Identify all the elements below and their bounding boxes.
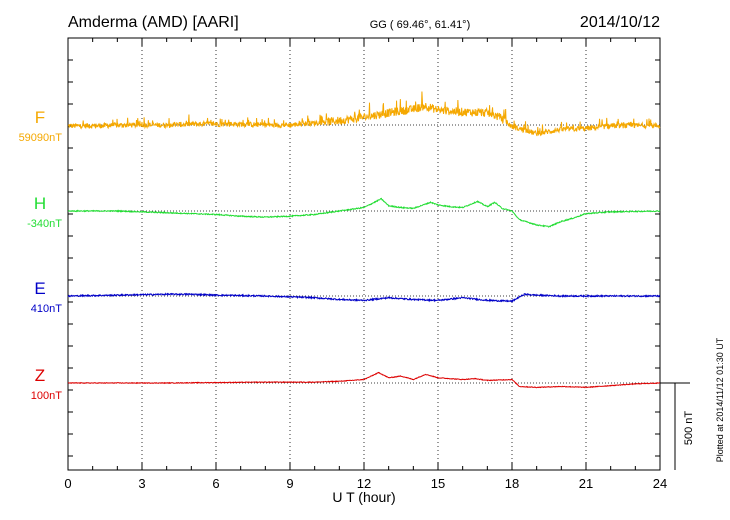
date-title: 2014/10/12	[580, 14, 660, 31]
plotted-note: Plotted at 2014/11/12 01:30 UT	[715, 337, 725, 462]
series-h-line	[67, 197, 661, 228]
series-baseline-h: -340nT	[27, 218, 62, 230]
series-labels: F 59090nT H -340nT E 410nT Z 100nT	[19, 108, 63, 402]
station-title: Amderma (AMD) [AARI]	[68, 14, 239, 31]
series-z-line	[67, 371, 661, 389]
coordinates-title: GG ( 69.46°, 61.41°)	[370, 19, 471, 31]
x-tick-label: 18	[505, 476, 519, 491]
series-layer	[67, 91, 661, 389]
x-tick-label: 21	[579, 476, 593, 491]
x-tick-label: 15	[431, 476, 445, 491]
series-name-f: F	[35, 108, 45, 127]
series-baseline-f: 59090nT	[19, 132, 63, 144]
scale-bar-label: 500 nT	[683, 411, 695, 446]
series-e-line	[67, 292, 661, 304]
x-tick-label: 6	[212, 476, 219, 491]
x-tick-label: 0	[64, 476, 71, 491]
series-name-h: H	[34, 194, 46, 213]
x-tick-label: 9	[286, 476, 293, 491]
series-f-line	[67, 91, 661, 137]
grid-lines	[68, 38, 660, 470]
series-name-e: E	[34, 279, 45, 298]
series-name-z: Z	[35, 366, 45, 385]
axis-ticks: 0 3 6 9 12 15 18 21 24	[64, 38, 667, 491]
x-tick-label: 24	[653, 476, 667, 491]
x-tick-label: 12	[357, 476, 371, 491]
series-baseline-z: 100nT	[31, 390, 62, 402]
x-axis-label: U T (hour)	[332, 489, 395, 505]
x-tick-label: 3	[138, 476, 145, 491]
series-baseline-e: 410nT	[31, 303, 62, 315]
